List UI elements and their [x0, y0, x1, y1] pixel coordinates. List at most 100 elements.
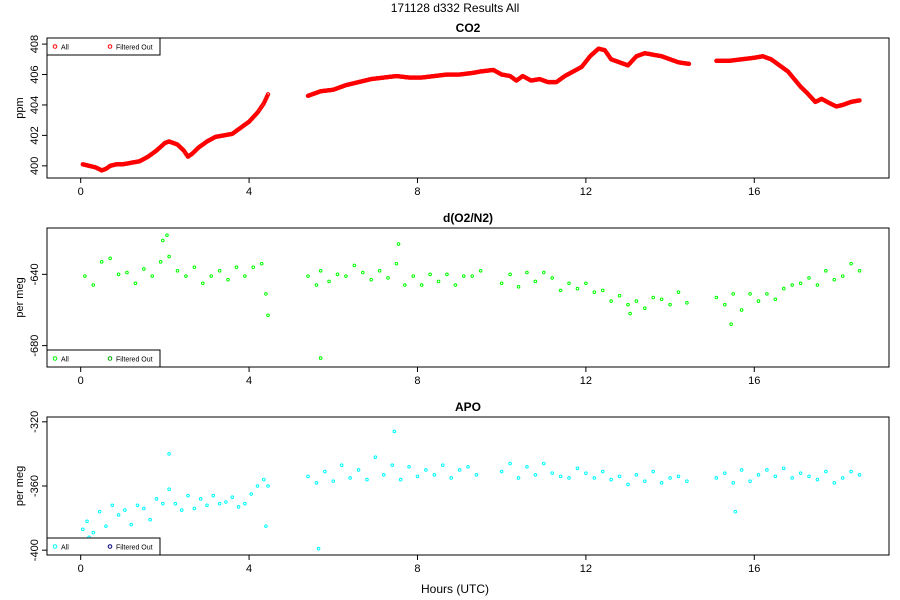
data-point — [323, 469, 327, 474]
data-point — [731, 292, 736, 296]
data-point — [209, 274, 213, 278]
series-points — [80, 46, 862, 173]
data-point — [123, 508, 127, 512]
data-point — [575, 286, 580, 291]
data-point — [226, 277, 230, 282]
data-point — [135, 503, 140, 508]
data-point — [714, 295, 719, 300]
data-point — [344, 274, 348, 278]
data-point — [415, 474, 420, 479]
data-point — [541, 270, 546, 275]
data-point — [97, 509, 102, 514]
data-point — [331, 479, 336, 483]
series-points — [83, 233, 862, 360]
x-tick-label: 8 — [414, 563, 420, 575]
legend-marker — [107, 356, 113, 361]
data-point — [558, 474, 563, 479]
data-point — [234, 265, 239, 270]
data-point — [266, 313, 270, 318]
data-point — [160, 501, 165, 506]
data-point — [807, 474, 811, 479]
data-point — [857, 472, 862, 477]
data-point — [668, 476, 672, 480]
data-point — [634, 299, 639, 303]
data-point — [739, 308, 744, 312]
x-tick-label: 12 — [580, 186, 592, 198]
x-tick-label: 0 — [78, 186, 84, 198]
y-tick-label: -320 — [29, 411, 41, 433]
data-point — [148, 517, 152, 522]
y-tick-label: 404 — [29, 96, 41, 114]
data-point — [186, 493, 190, 498]
data-point — [723, 302, 727, 307]
data-point — [211, 493, 216, 498]
data-point — [392, 429, 397, 434]
data-point — [266, 484, 270, 488]
legend: All Filtered Out — [46, 349, 161, 368]
legend-entry: Filtered Out — [116, 45, 153, 52]
data-point — [175, 268, 180, 273]
data-point — [436, 279, 441, 284]
legend-box — [46, 349, 161, 368]
data-point — [781, 286, 786, 291]
data-point — [116, 272, 121, 277]
data-point — [108, 256, 112, 261]
data-point — [617, 293, 622, 298]
data-point — [499, 469, 504, 474]
data-point — [634, 472, 639, 477]
data-point — [377, 268, 382, 273]
data-point — [116, 513, 121, 517]
data-point — [849, 469, 853, 474]
y-tick-label: 408 — [29, 35, 41, 53]
panel-title: CO2 — [456, 21, 481, 35]
data-point — [403, 283, 407, 287]
data-point — [173, 501, 178, 506]
data-point — [558, 288, 563, 293]
data-point — [567, 476, 571, 480]
data-point — [508, 272, 512, 277]
data-point — [651, 469, 656, 474]
data-point — [243, 501, 247, 506]
data-point — [575, 466, 580, 471]
data-point — [824, 268, 828, 273]
data-point — [394, 261, 399, 266]
legend-marker — [107, 544, 113, 549]
x-tick-label: 4 — [246, 375, 252, 387]
data-point — [857, 268, 862, 273]
data-point — [445, 272, 449, 277]
data-point — [262, 477, 266, 482]
legend-entry: Filtered Out — [116, 545, 153, 552]
data-point — [217, 501, 222, 506]
legend-entry: Filtered Out — [116, 357, 153, 364]
data-point — [626, 482, 630, 487]
data-point — [832, 480, 837, 485]
data-point — [179, 508, 184, 512]
data-point — [790, 283, 794, 287]
figure-title: 171128 d332 Results All — [391, 1, 520, 15]
panel-3: APO per meg 0 4 8 12 16 -320 -360 -400 All Filtered… — [14, 400, 890, 575]
data-point — [348, 476, 352, 480]
data-point — [419, 283, 424, 287]
data-point — [729, 322, 733, 327]
data-point — [765, 292, 769, 296]
legend-entry: All — [61, 357, 69, 364]
x-axis-label: Hours (UTC) — [421, 582, 489, 596]
data-point — [318, 356, 323, 360]
data-point — [600, 288, 605, 293]
data-point — [676, 290, 681, 294]
data-point — [365, 477, 369, 482]
data-point — [249, 492, 253, 496]
x-tick-label: 16 — [748, 186, 760, 198]
x-tick-label: 12 — [580, 563, 592, 575]
data-point — [756, 299, 761, 303]
data-point — [533, 279, 538, 284]
data-point — [360, 270, 365, 275]
data-point — [356, 468, 361, 472]
data-point — [478, 268, 483, 273]
data-point — [440, 463, 445, 467]
data-point — [651, 295, 656, 300]
data-point — [617, 474, 622, 479]
x-tick-label: 8 — [414, 186, 420, 198]
data-point — [104, 524, 108, 528]
